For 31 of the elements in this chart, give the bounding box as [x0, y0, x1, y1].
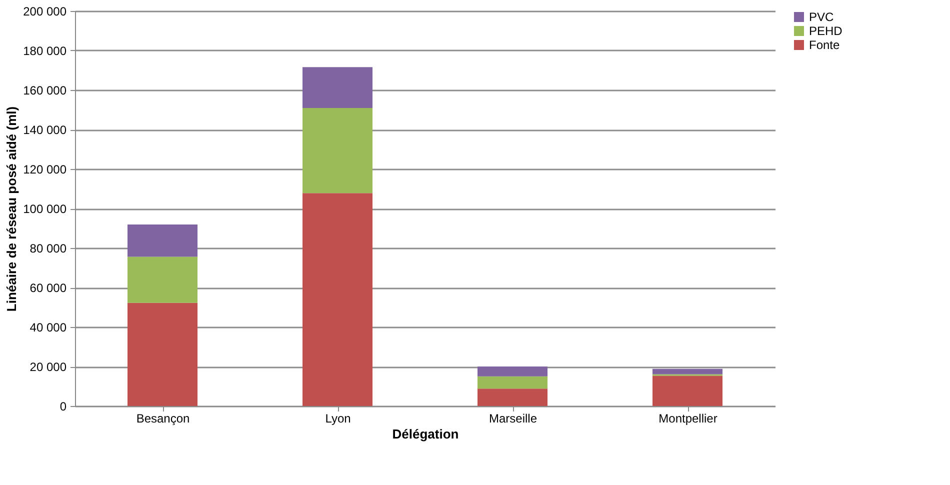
bar — [128, 224, 198, 257]
y-tick-label: 60 000 — [30, 281, 67, 295]
bar — [302, 193, 372, 406]
bar — [302, 108, 372, 194]
y-tick-label: 120 000 — [23, 162, 67, 176]
bar — [302, 67, 372, 108]
bar — [128, 302, 198, 406]
y-tick-label: 80 000 — [30, 242, 67, 256]
bar — [652, 368, 722, 374]
bar — [652, 376, 722, 406]
y-tick-label: 140 000 — [23, 123, 67, 137]
bar — [478, 388, 548, 406]
x-axis-title: Délégation — [392, 426, 459, 442]
x-tick-label: Montpellier — [658, 412, 718, 426]
y-tick-label: 160 000 — [23, 84, 67, 98]
y-tick-label: 200 000 — [23, 4, 67, 18]
bar — [128, 256, 198, 303]
legend-label: PVC — [809, 10, 834, 24]
x-tick-label: Besançon — [136, 412, 190, 426]
x-tick-label: Lyon — [325, 412, 351, 426]
y-tick-label: 100 000 — [23, 202, 67, 216]
bar — [478, 366, 548, 376]
legend-label: Fonte — [809, 38, 840, 52]
y-tick-label: 20 000 — [30, 360, 67, 374]
y-tick-label: 0 — [60, 400, 67, 414]
x-tick-label: Marseille — [488, 412, 538, 426]
legend-label: PEHD — [809, 24, 843, 38]
y-tick-label: 180 000 — [23, 44, 67, 58]
y-tick-label: 40 000 — [30, 320, 67, 334]
y-axis-title: Linéaire de réseau posé aidé (ml) — [4, 106, 20, 312]
bar — [478, 376, 548, 389]
